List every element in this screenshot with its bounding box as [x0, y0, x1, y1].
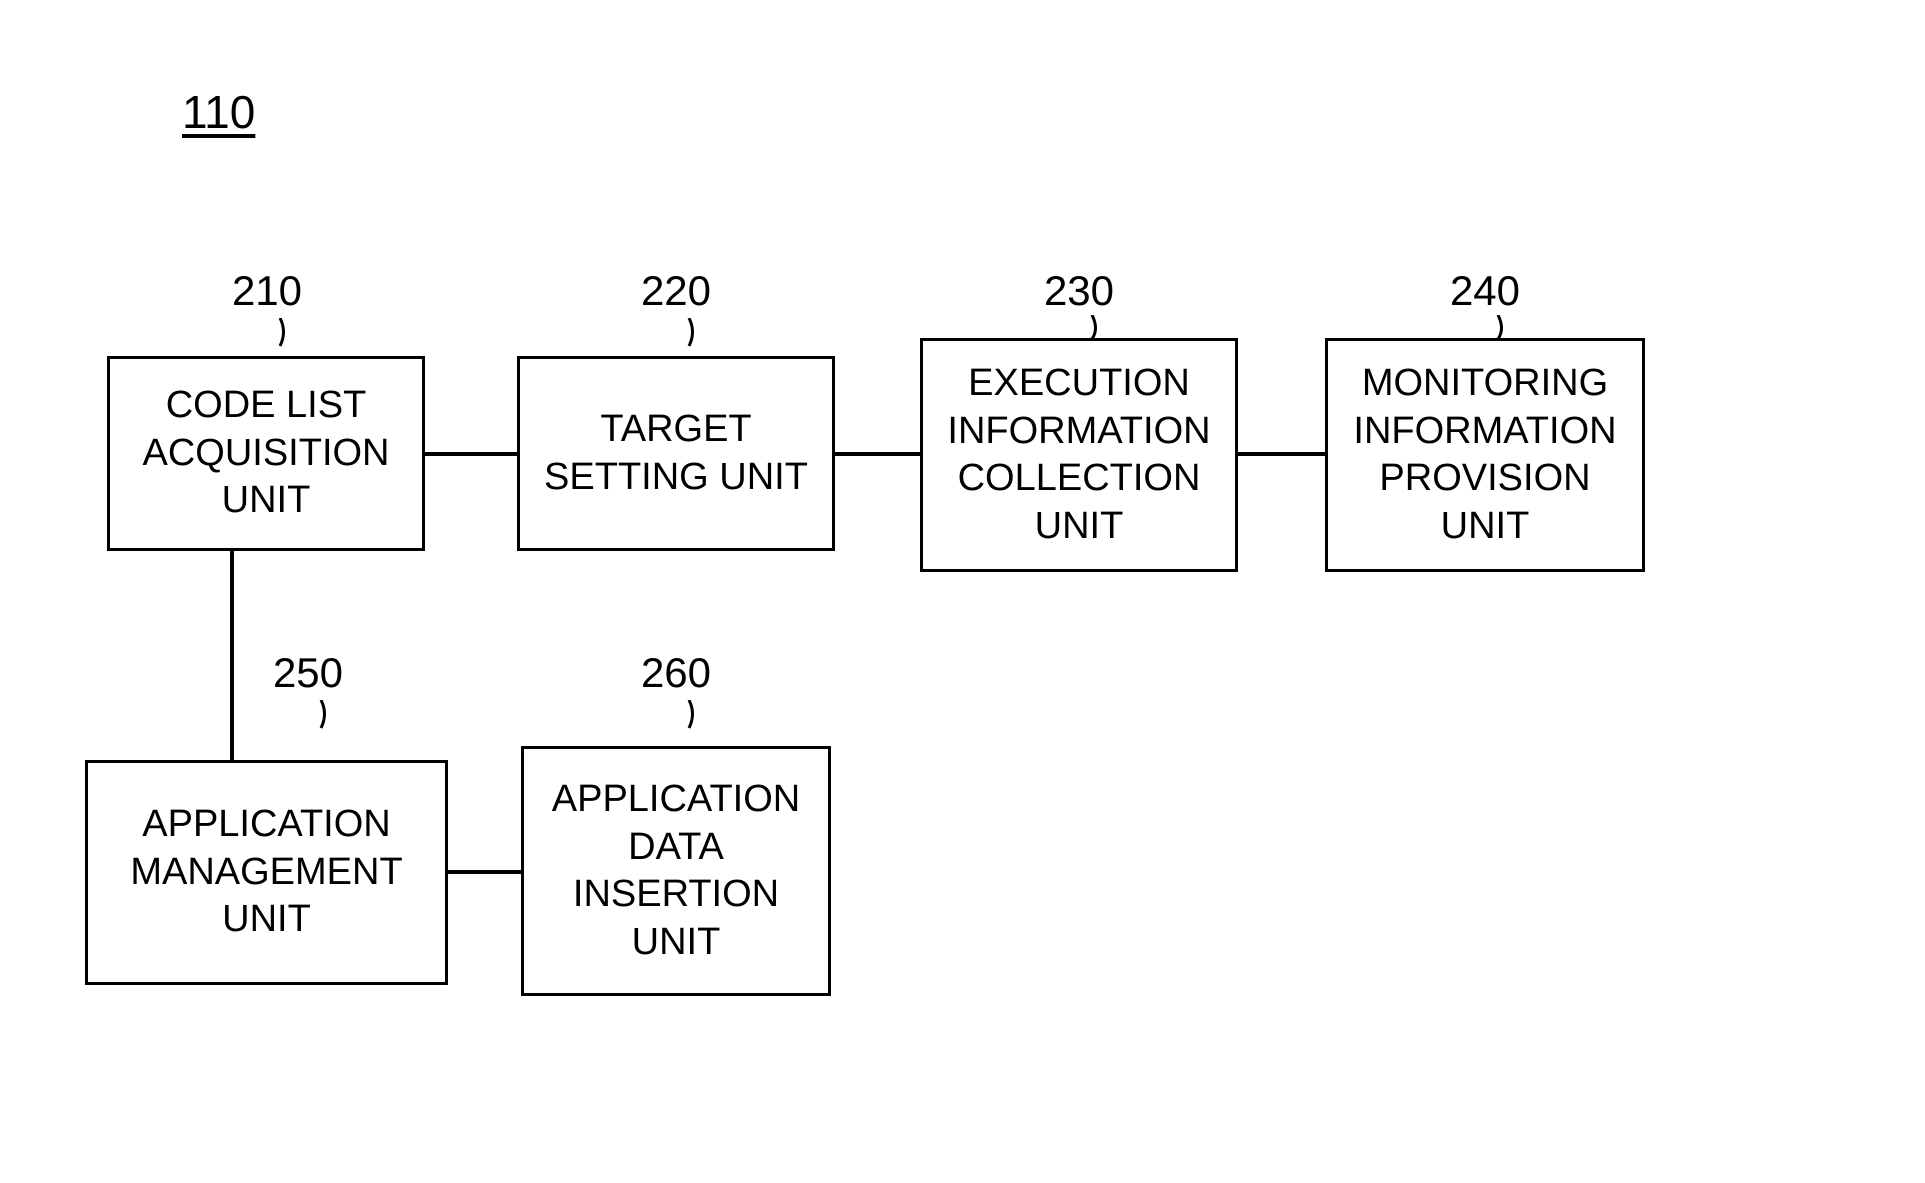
ref-250: 250	[268, 649, 348, 697]
connector-210-220	[425, 452, 517, 456]
box-execution-information-collection: EXECUTION INFORMATION COLLECTION UNIT	[920, 338, 1238, 572]
connector-220-230	[835, 452, 920, 456]
ref-tick-260	[686, 700, 708, 732]
box-application-management: APPLICATION MANAGEMENT UNIT	[85, 760, 448, 985]
box-code-list-acquisition: CODE LIST ACQUISITION UNIT	[107, 356, 425, 551]
box-application-data-insertion: APPLICATION DATA INSERTION UNIT	[521, 746, 831, 996]
ref-tick-210	[277, 318, 299, 350]
ref-220: 220	[636, 267, 716, 315]
connector-250-260	[448, 870, 521, 874]
ref-210: 210	[227, 267, 307, 315]
connector-210-250	[230, 551, 234, 760]
ref-230: 230	[1039, 267, 1119, 315]
box-target-setting: TARGET SETTING UNIT	[517, 356, 835, 551]
ref-tick-250	[318, 700, 340, 732]
ref-240: 240	[1445, 267, 1525, 315]
figure-label: 110	[182, 85, 255, 139]
box-monitoring-information-provision: MONITORING INFORMATION PROVISION UNIT	[1325, 338, 1645, 572]
connector-230-240	[1238, 452, 1325, 456]
ref-260: 260	[636, 649, 716, 697]
ref-tick-220	[686, 318, 708, 350]
